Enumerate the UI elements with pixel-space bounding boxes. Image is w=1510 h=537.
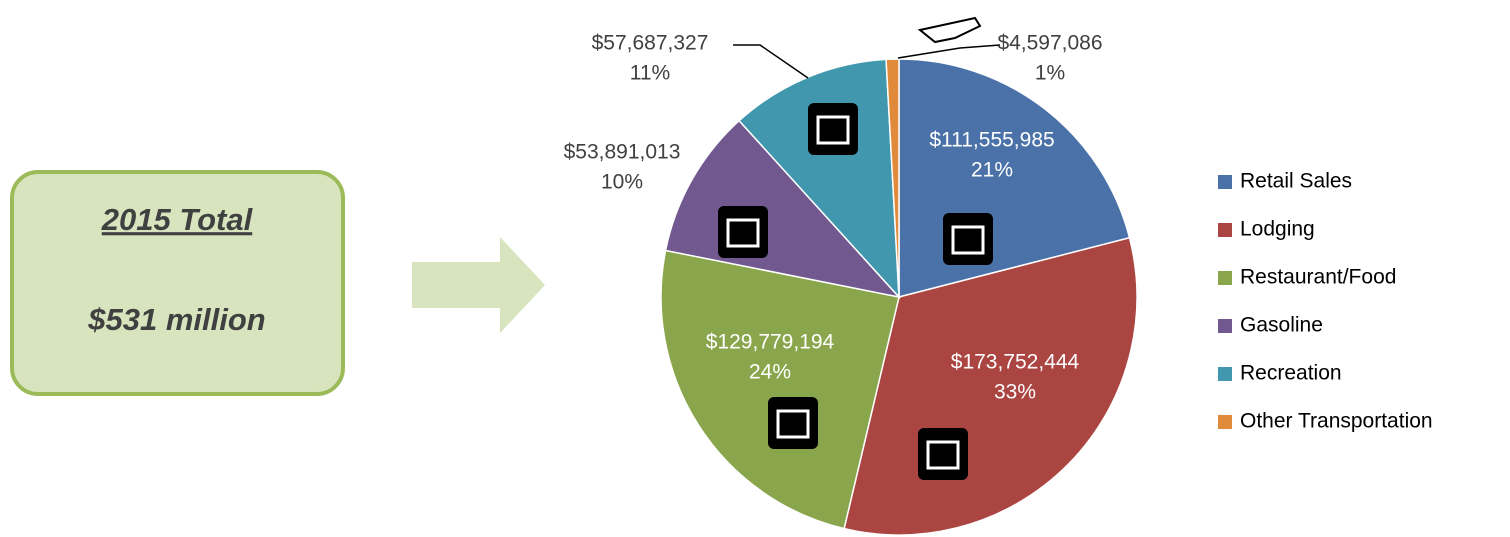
- legend-label: Recreation: [1240, 362, 1342, 385]
- legend-swatch: [1218, 175, 1232, 189]
- percent-label: 1%: [1035, 62, 1065, 85]
- arrow: [412, 237, 545, 333]
- pie-slice: [885, 58, 900, 298]
- plane-icon: [917, 16, 982, 44]
- value-label: $4,597,086: [997, 32, 1102, 55]
- legend-label: Lodging: [1240, 218, 1315, 241]
- icon-glyph: [926, 440, 960, 470]
- total-title: 2015 Total: [101, 202, 254, 237]
- icon-glyph: [776, 409, 810, 439]
- icon-glyph: [951, 225, 985, 255]
- leader-line: [897, 44, 1001, 59]
- legend-label: Other Transportation: [1240, 410, 1433, 433]
- value-label: $53,891,013: [564, 141, 681, 164]
- legend-label: Retail Sales: [1240, 170, 1352, 193]
- legend-swatch: [1218, 319, 1232, 333]
- icon-glyph: [816, 115, 850, 145]
- value-label: $111,555,985: [929, 129, 1054, 152]
- total-box: [10, 170, 345, 396]
- percent-label: 33%: [994, 381, 1036, 404]
- leader-line: [733, 44, 809, 79]
- percent-label: 24%: [749, 361, 791, 384]
- value-label: $57,687,327: [592, 32, 709, 55]
- icon: [768, 397, 818, 449]
- value-label: $129,779,194: [706, 331, 835, 354]
- labels: $111,555,985 21% $173,752,444 33% $129,779,1…: [564, 16, 1103, 480]
- icon: [918, 428, 968, 480]
- value-label: $173,752,444: [951, 351, 1080, 374]
- percent-label: 21%: [971, 159, 1013, 182]
- legend-label: Restaurant/Food: [1240, 266, 1396, 289]
- total-value: $531 million: [87, 302, 265, 337]
- icon: [943, 213, 993, 265]
- percent-label: 10%: [601, 171, 643, 194]
- legend-label: Gasoline: [1240, 314, 1323, 337]
- pie-slice: [660, 249, 900, 530]
- icon: [808, 103, 858, 155]
- legend-swatch: [1218, 271, 1232, 285]
- icon-glyph: [726, 218, 760, 248]
- pie-slice: [843, 236, 1138, 536]
- legend-swatch: [1218, 367, 1232, 381]
- legend-swatch: [1218, 415, 1232, 429]
- percent-label: 11%: [630, 62, 670, 85]
- pie: [660, 58, 1138, 536]
- legend-swatch: [1218, 223, 1232, 237]
- icon: [718, 206, 768, 258]
